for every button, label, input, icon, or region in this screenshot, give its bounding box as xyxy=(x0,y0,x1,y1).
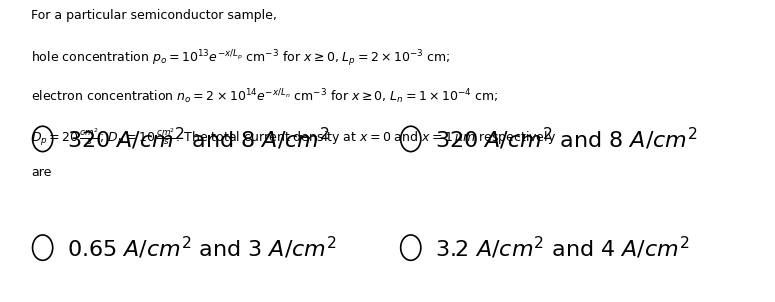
Text: 320 $A/cm^2$ and 8 $A/cm^2$: 320 $A/cm^2$ and 8 $A/cm^2$ xyxy=(435,126,698,152)
Text: $D_p = 20\,\frac{cm^2}{s}$; $D_n = 10\,\frac{cm^2}{s}$. The total current densit: $D_p = 20\,\frac{cm^2}{s}$; $D_n = 10\,\… xyxy=(31,127,556,148)
Text: 0.65 $A/cm^2$ and 3 $A/cm^2$: 0.65 $A/cm^2$ and 3 $A/cm^2$ xyxy=(67,235,336,261)
Text: hole concentration $p_o = 10^{13}e^{-x/L_p}$ cm$^{-3}$ for $x \geq 0$, $L_p = 2 : hole concentration $p_o = 10^{13}e^{-x/L… xyxy=(31,48,450,69)
Text: 320 $A/cm^2$ and 8 $A/cm^2$: 320 $A/cm^2$ and 8 $A/cm^2$ xyxy=(67,126,329,152)
Text: For a particular semiconductor sample,: For a particular semiconductor sample, xyxy=(31,9,277,22)
Text: electron concentration $n_o = 2 \times 10^{14}e^{-x/L_n}$ cm$^{-3}$ for $x \geq : electron concentration $n_o = 2 \times 1… xyxy=(31,88,498,106)
Text: 3.2 $A/cm^2$ and 4 $A/cm^2$: 3.2 $A/cm^2$ and 4 $A/cm^2$ xyxy=(435,235,689,261)
Text: are: are xyxy=(31,166,51,179)
